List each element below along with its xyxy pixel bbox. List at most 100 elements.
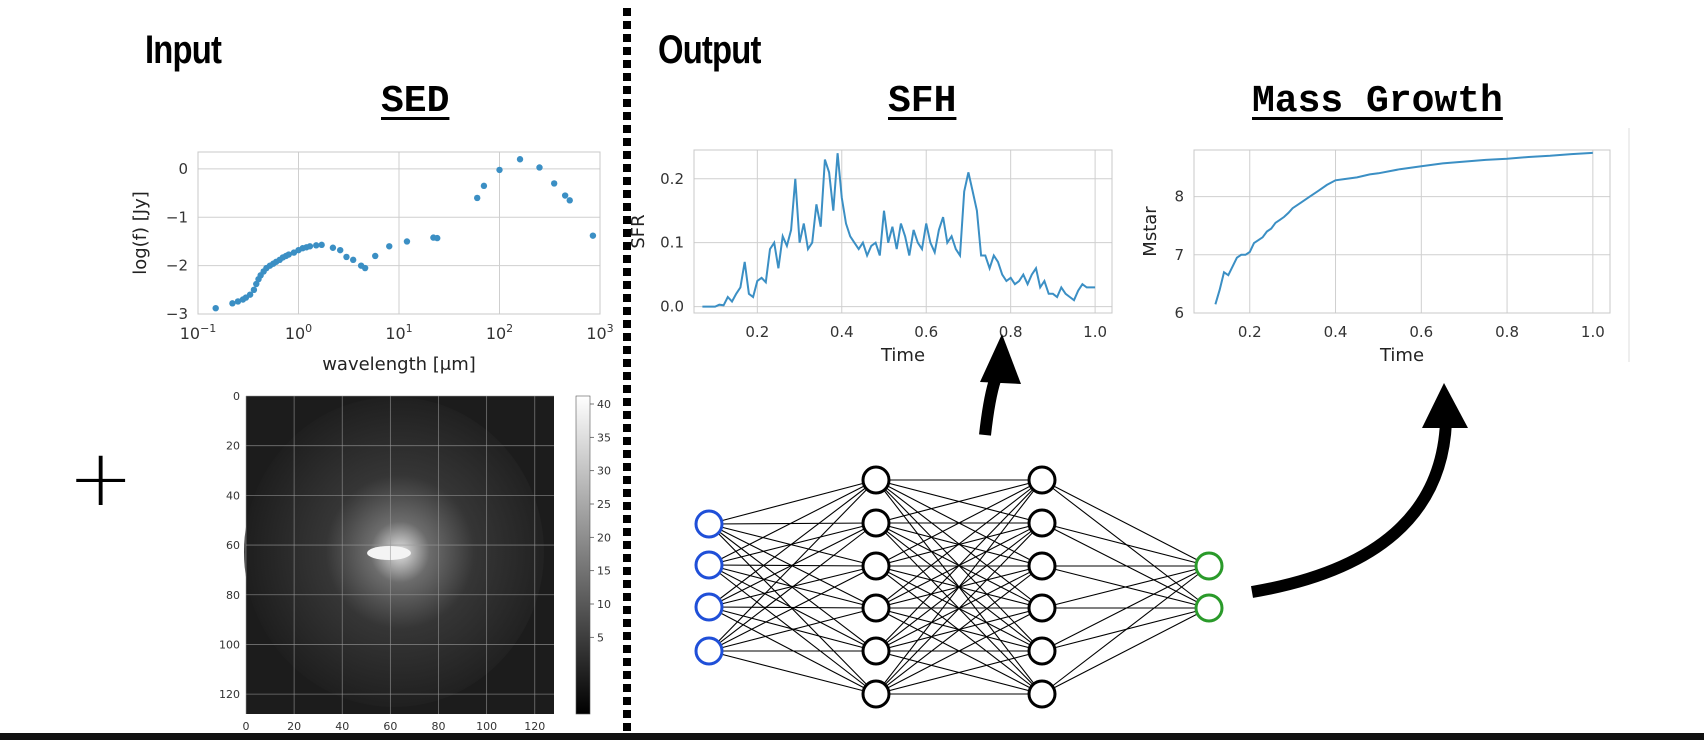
colorbar-tick-label: 25 [597,498,611,511]
x-tick-label: 0.2 [1238,323,1262,341]
data-point [343,253,350,261]
network-edge [1041,565,1210,652]
colorbar-tick-label: 5 [597,631,604,644]
colorbar-tick-label: 20 [597,531,611,544]
image-x-tick-label: 100 [476,720,497,733]
plot-frame [1193,149,1611,314]
data-point [306,243,314,250]
image-x-tick-label: 60 [383,720,397,733]
galaxy-image-panel: 0 20 40 60 80 100 120 0 20 40 60 80 100 120 40 35 30 25 2… [219,390,611,733]
network-edge [708,522,877,652]
network-edge [708,607,877,652]
hidden-node [1027,593,1057,623]
data-point [329,244,337,251]
hidden-node [861,551,891,581]
x-tick-label: 1.0 [1083,323,1107,341]
image-y-tick-label: 0 [233,390,240,403]
network-edge [1041,522,1210,567]
hidden-node [1027,465,1057,495]
section-divider [623,8,631,732]
sfh-arrow [979,334,1021,436]
series-line [1214,151,1593,305]
image-y-tick-label: 20 [226,440,240,453]
network-edge [708,565,877,652]
network-edge [875,650,1043,695]
x-tick-label: 100 [285,322,312,343]
sed-title: SED [381,80,450,123]
network-edge [708,523,877,567]
network-edge [875,479,1043,567]
network-edge [875,479,1043,652]
hidden-node [861,465,891,495]
x-tick-label: 1.0 [1581,323,1605,341]
image-x-tick-label: 0 [243,720,250,733]
network-edge [708,479,877,608]
input-node [694,550,724,580]
colorbar [575,395,591,715]
sfh-title: SFH [888,80,957,123]
network-edge [1041,479,1210,567]
x-tick-label: 0.2 [745,323,769,341]
hidden-node [1027,679,1057,709]
series-line [702,153,1096,308]
data-point [480,182,488,190]
image-y-tick-label: 120 [219,688,240,701]
x-axis-label: Time [880,345,925,366]
output-node [1194,593,1224,623]
hidden-node [1027,551,1057,581]
input-node [694,509,724,539]
output-section-title: Output [658,28,761,72]
sfh-arrow-head [980,334,1021,384]
x-tick-label: 0.6 [1409,323,1433,341]
data-point [361,264,369,272]
data-point [372,252,379,260]
network-edge [708,522,877,525]
image-x-tick-label: 40 [335,720,349,733]
data-point [349,256,357,264]
data-point [474,194,481,202]
image-x-tick-label: 80 [432,720,446,733]
galaxy-core [367,546,411,560]
input-section-title: Input [145,28,222,72]
y-axis-label: log(f) [Jy] [130,191,151,275]
x-tick-label: 0.6 [914,323,938,341]
data-point [566,197,573,204]
image-y-tick-label: 100 [219,638,240,651]
network-edge [1041,607,1210,695]
x-tick-label: 0.4 [830,323,854,341]
network-edge [1041,565,1210,695]
network-edge [708,479,877,525]
network-edge [708,650,877,695]
hidden-node [861,593,891,623]
data-point [589,232,597,239]
mass-arrow [1250,383,1468,598]
colorbar-tick-label: 30 [597,465,611,478]
hidden-node [861,636,891,666]
colorbar-tick-label: 35 [597,431,611,444]
network-edge [875,565,1043,695]
data-point [234,298,242,305]
y-axis-label: SFR [628,214,649,248]
mass-chart: 0.2 0.4 0.6 0.8 1.0 6 7 8 Time Mstar [1140,149,1611,366]
mass-arrow-head [1422,383,1468,428]
data-point [434,234,441,242]
y-tick-label: 0.0 [660,298,684,316]
plot-frame [197,151,601,315]
x-tick-label: 0.8 [999,323,1023,341]
data-point [386,243,393,250]
neural-network [694,465,1224,709]
network-edge [1041,565,1210,609]
network-edge [875,607,1043,695]
x-tick-label: 102 [486,322,513,343]
network-edge [875,522,1043,695]
output-node [1194,551,1224,581]
data-point [253,280,260,288]
hidden-node [861,508,891,538]
image-x-tick-label: 120 [524,720,545,733]
hidden-node [1027,636,1057,666]
x-tick-label: 103 [586,322,613,343]
plus-symbol: + [68,434,134,524]
y-tick-label: 0 [178,160,188,178]
image-ticks: 0 20 40 60 80 100 120 0 20 40 60 80 100 120 [219,390,545,733]
y-tick-label: 0.2 [660,170,684,188]
